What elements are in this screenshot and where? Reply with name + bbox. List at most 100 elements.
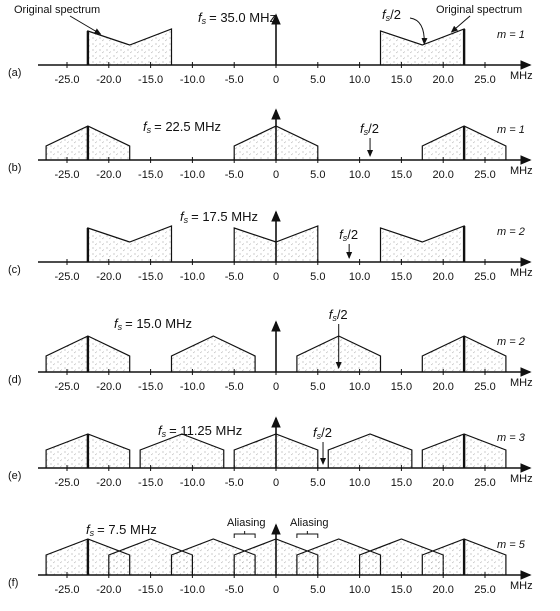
tick-label: 5.0 (310, 584, 325, 596)
tick-label: -5.0 (225, 74, 244, 86)
tick-label: 0 (273, 169, 279, 181)
panel-label: (c) (8, 264, 21, 276)
tick-label: -20.0 (96, 381, 121, 393)
tick-label: -10.0 (180, 381, 205, 393)
tick-label: -15.0 (138, 271, 163, 283)
panel-label: (f) (8, 577, 18, 589)
annotation: Original spectrum (436, 4, 522, 16)
tick-label: 5.0 (310, 271, 325, 283)
fs-half-label: fs/2 (339, 227, 358, 243)
fs-half-arrow (409, 17, 428, 45)
tick-label: -5.0 (225, 477, 244, 489)
fs-symbol: f (360, 121, 365, 136)
tick-label: 0 (273, 271, 279, 283)
panel-label: (a) (8, 67, 21, 79)
tick-label: -20.0 (96, 271, 121, 283)
tick-label: 20.0 (432, 74, 453, 86)
tick-label: -15.0 (138, 169, 163, 181)
tick-label: -25.0 (54, 169, 79, 181)
tick-label: 20.0 (432, 271, 453, 283)
tick-label: 10.0 (349, 169, 370, 181)
fs-half-label: fs/2 (313, 425, 332, 441)
unit-label: MHz (510, 165, 533, 177)
tick-label: -15.0 (138, 381, 163, 393)
fs-half: /2 (321, 425, 332, 440)
annotation: Original spectrum (14, 4, 100, 16)
tick-label: 10.0 (349, 381, 370, 393)
tick-label: 25.0 (474, 169, 495, 181)
unit-label: MHz (510, 377, 533, 389)
fs-symbol: f (158, 423, 163, 438)
tick-label: 15.0 (391, 477, 412, 489)
panel: -25.0 -20.0 -15.0 -10.0 -5.0 0 5.0 10.0 15.0 20.0… (8, 108, 533, 181)
tick-label: 0 (273, 381, 279, 393)
panel: -25.0 -20.0 -15.0 -10.0 -5.0 0 5.0 10.0 15.0 20.0… (8, 13, 533, 86)
tick-label: 10.0 (349, 74, 370, 86)
fs-value: = 15.0 MHz (125, 316, 192, 331)
panel: -25.0 -20.0 -15.0 -10.0 -5.0 0 5.0 10.0 15.0 20.0… (8, 416, 533, 489)
tick-label: 5.0 (310, 169, 325, 181)
tick-label: 20.0 (432, 381, 453, 393)
tick-label: 20.0 (432, 584, 453, 596)
unit-label: MHz (510, 267, 533, 279)
tick-label: 20.0 (432, 477, 453, 489)
aliasing-label: Aliasing (227, 517, 266, 529)
fs-subscript: s (317, 431, 322, 441)
tick-label: 25.0 (474, 477, 495, 489)
spectrum-replica (327, 433, 413, 468)
panel: -25.0 -20.0 -15.0 -10.0 -5.0 0 5.0 10.0 15.0 20.0… (8, 320, 533, 393)
tick-label: 25.0 (474, 271, 495, 283)
tick-label: 10.0 (349, 477, 370, 489)
tick-label: -20.0 (96, 74, 121, 86)
tick-label: 10.0 (349, 584, 370, 596)
fs-half: /2 (368, 121, 379, 136)
tick-label: -10.0 (180, 584, 205, 596)
fs-subscript: s (184, 215, 189, 225)
panel-label: (d) (8, 374, 21, 386)
tick-label: 0 (273, 74, 279, 86)
fs-label: fs = 11.25 MHz (158, 423, 242, 439)
fs-label: fs = 7.5 MHz (86, 522, 157, 538)
tick-label: 5.0 (310, 74, 325, 86)
tick-label: -15.0 (138, 477, 163, 489)
tick-label: -20.0 (96, 584, 121, 596)
m-label: m = 2 (497, 226, 525, 238)
tick-label: 15.0 (391, 271, 412, 283)
fs-half: /2 (390, 7, 401, 22)
spectrum-replica (139, 433, 225, 468)
m-label: m = 1 (497, 29, 525, 41)
fs-subscript: s (118, 322, 123, 332)
annotation-arrow (450, 15, 471, 33)
spectrum-replica (379, 28, 465, 65)
tick-label: -25.0 (54, 381, 79, 393)
tick-label: -15.0 (138, 74, 163, 86)
fs-half: /2 (337, 307, 348, 322)
fs-subscript: s (332, 313, 337, 323)
tick-label: 5.0 (310, 477, 325, 489)
m-label: m = 5 (497, 539, 526, 551)
tick-label: 15.0 (391, 584, 412, 596)
fs-symbol: f (313, 425, 318, 440)
annotation-arrow (69, 15, 102, 35)
tick-label: 15.0 (391, 381, 412, 393)
fs-value: = 35.0 MHz (209, 10, 276, 25)
fs-symbol: f (329, 307, 334, 322)
spectrum-replica (379, 225, 465, 262)
tick-label: 5.0 (310, 381, 325, 393)
tick-label: -10.0 (180, 74, 205, 86)
tick-label: 25.0 (474, 74, 495, 86)
fs-label: fs = 17.5 MHz (180, 209, 258, 225)
tick-label: 25.0 (474, 381, 495, 393)
spectrum-replica (87, 225, 173, 262)
tick-label: 0 (273, 584, 279, 596)
fs-half-label: fs/2 (360, 121, 379, 137)
fs-subscript: s (202, 16, 207, 26)
tick-label: -5.0 (225, 584, 244, 596)
spectrum-replica (170, 335, 256, 372)
fs-subscript: s (90, 528, 95, 538)
fs-label: fs = 15.0 MHz (114, 316, 192, 332)
fs-symbol: f (339, 227, 344, 242)
tick-label: 0 (273, 477, 279, 489)
fs-symbol: f (143, 119, 148, 134)
